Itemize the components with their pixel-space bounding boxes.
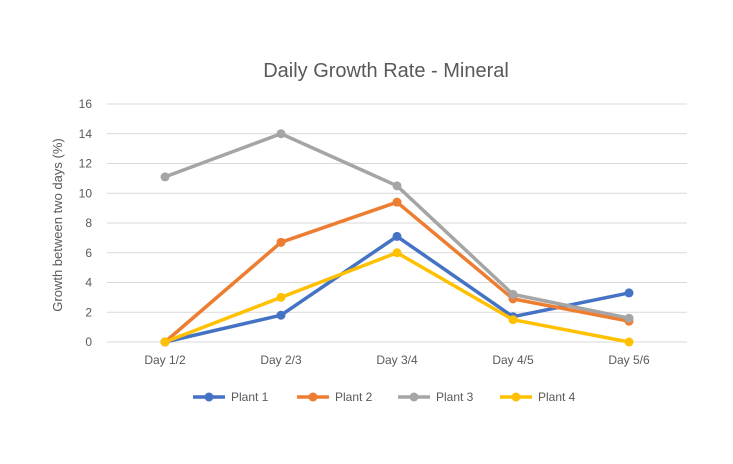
series-3	[160, 129, 634, 323]
y-tick-label: 10	[79, 186, 93, 200]
chart-title: Daily Growth Rate - Mineral	[263, 60, 509, 82]
gridlines	[107, 103, 687, 343]
y-axis-ticks: 0 2 4 6 8 10 12 14 16	[79, 97, 93, 349]
data-point	[276, 237, 286, 247]
legend: Plant 1 Plant 2 Plant 3 Plant 4	[193, 390, 576, 404]
data-point	[392, 181, 402, 191]
y-axis-label: Growth between two days (%)	[50, 138, 65, 311]
data-point	[508, 315, 518, 325]
x-tick-label: Day 3/4	[376, 353, 418, 367]
data-point	[624, 313, 634, 323]
series-line	[163, 132, 631, 320]
data-point	[624, 337, 634, 347]
legend-label: Plant 2	[335, 390, 373, 404]
data-point	[624, 288, 634, 298]
data-point	[392, 197, 402, 207]
legend-swatch-marker	[204, 392, 214, 402]
legend-swatch-marker	[409, 392, 419, 402]
series-lines	[160, 129, 634, 347]
y-tick-label: 6	[85, 246, 92, 260]
x-axis-ticks: Day 1/2 Day 2/3 Day 3/4 Day 4/5 Day 5/6	[144, 353, 650, 367]
x-tick-label: Day 5/6	[608, 353, 650, 367]
legend-swatch-marker	[308, 392, 318, 402]
legend-label: Plant 4	[538, 390, 576, 404]
legend-item: Plant 1	[193, 390, 269, 404]
y-tick-label: 8	[85, 216, 92, 230]
y-tick-label: 12	[79, 157, 93, 171]
data-point	[276, 310, 286, 320]
y-tick-label: 14	[79, 127, 93, 141]
legend-item: Plant 4	[500, 390, 576, 404]
y-tick-label: 0	[85, 335, 92, 349]
data-point	[276, 292, 286, 302]
legend-item: Plant 3	[398, 390, 474, 404]
y-tick-label: 2	[85, 305, 92, 319]
data-point	[160, 172, 170, 182]
x-tick-label: Day 2/3	[260, 353, 302, 367]
data-point	[392, 231, 402, 241]
legend-swatch-marker	[511, 392, 521, 402]
legend-label: Plant 3	[436, 390, 474, 404]
legend-item: Plant 2	[297, 390, 373, 404]
series-2	[160, 197, 634, 347]
y-tick-label: 16	[79, 97, 93, 111]
data-point	[276, 129, 286, 139]
legend-label: Plant 1	[231, 390, 269, 404]
series-line	[163, 251, 631, 344]
y-tick-label: 4	[85, 276, 92, 290]
data-point	[160, 337, 170, 347]
x-tick-label: Day 1/2	[144, 353, 186, 367]
series-4	[160, 248, 634, 347]
data-point	[392, 248, 402, 258]
x-tick-label: Day 4/5	[492, 353, 534, 367]
data-point	[508, 289, 518, 299]
